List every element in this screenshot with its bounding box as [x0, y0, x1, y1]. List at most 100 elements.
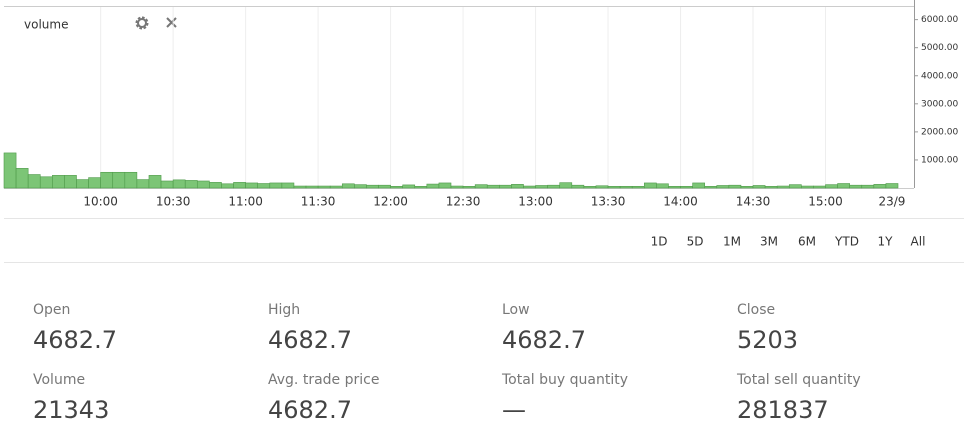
bar: [245, 182, 259, 189]
bar: [607, 186, 621, 189]
range-button[interactable]: All: [911, 235, 926, 249]
bar: [523, 185, 536, 189]
x-tick-label: 11:00: [228, 195, 263, 209]
bar: [595, 185, 609, 189]
bar: [559, 182, 573, 189]
bar: [438, 182, 452, 189]
bar: [39, 176, 53, 189]
stat-label: Low: [502, 302, 530, 318]
range-button[interactable]: YTD: [834, 235, 859, 249]
bar: [583, 186, 597, 189]
bar: [269, 182, 283, 189]
bar: [3, 152, 17, 189]
bar: [752, 185, 766, 189]
bar: [305, 185, 319, 189]
bar: [837, 183, 850, 189]
x-tick-label: 10:30: [156, 195, 191, 209]
bar: [148, 175, 162, 189]
bar: [450, 185, 464, 189]
stat-value: 4682.7: [268, 326, 352, 354]
bar: [885, 183, 899, 189]
range-button[interactable]: 1M: [723, 235, 741, 249]
stat-label: Close: [737, 302, 776, 318]
bar: [426, 183, 440, 189]
bar: [329, 185, 343, 189]
bar: [668, 186, 681, 189]
bar: [486, 184, 500, 189]
settings-icon[interactable]: [135, 16, 149, 30]
bar: [221, 183, 234, 189]
bar: [414, 186, 428, 189]
x-tick-label: 13:00: [518, 195, 553, 209]
bar: [15, 168, 29, 189]
stat-value: 281837: [737, 396, 829, 424]
stat: Low 4682.7: [502, 302, 586, 354]
y-tick-label: 1000.00: [921, 155, 958, 165]
bar: [64, 175, 77, 189]
x-tick-label: 15:00: [808, 195, 843, 209]
stat-label: Total buy quantity: [502, 372, 629, 388]
range-button[interactable]: 6M: [798, 235, 816, 249]
bar: [112, 171, 126, 189]
range-button[interactable]: 5D: [687, 235, 704, 249]
grid: [100, 7, 827, 188]
stat-label: Volume: [33, 372, 86, 388]
legend-label: volume: [24, 18, 68, 32]
stat: Close 5203: [737, 302, 798, 354]
y-tick-label: 2000.00: [921, 127, 958, 137]
x-tick-label: 14:00: [663, 195, 698, 209]
stat: Total buy quantity —: [502, 372, 628, 424]
bar: [716, 185, 730, 189]
stat: Open 4682.7: [33, 302, 117, 354]
bar: [535, 185, 548, 189]
stat: High 4682.7: [268, 302, 352, 354]
bar: [680, 186, 693, 189]
stat: Total sell quantity 281837: [737, 372, 861, 424]
bar: [571, 184, 585, 189]
gear-ring: [137, 18, 147, 28]
x-tick-label: 13:30: [591, 195, 626, 209]
bar: [462, 186, 476, 189]
bar: [184, 180, 198, 189]
stat: Avg. trade price 4682.7: [268, 372, 379, 424]
bar: [100, 171, 114, 189]
close-icon[interactable]: [166, 17, 177, 28]
range-button[interactable]: 1D: [651, 235, 668, 249]
bar: [366, 184, 379, 189]
bar: [825, 184, 838, 189]
stat-value: 4682.7: [33, 326, 117, 354]
stat-label: Avg. trade price: [268, 372, 380, 388]
bar: [136, 179, 150, 189]
bar: [861, 184, 875, 189]
x-tick-label: 14:30: [736, 195, 771, 209]
stat-label: Open: [33, 302, 71, 318]
x-tick-label: 23/9: [878, 195, 905, 209]
bar: [27, 174, 41, 189]
stat-label: High: [268, 302, 301, 318]
x-tick-label: 11:30: [301, 195, 336, 209]
bar: [656, 183, 669, 189]
bar: [873, 184, 887, 189]
x-tick-label: 12:00: [373, 195, 408, 209]
bar: [76, 179, 89, 189]
y-tick-label: 4000.00: [921, 71, 958, 81]
bar: [196, 180, 210, 189]
stat-value: 21343: [33, 396, 110, 424]
stat-value: 4682.7: [502, 326, 586, 354]
bar: [499, 184, 512, 189]
bar: [88, 177, 101, 189]
x-tick-label: 10:00: [83, 195, 118, 209]
bar: [547, 184, 561, 189]
bar: [474, 184, 488, 189]
bar: [257, 183, 271, 189]
y-tick-label: 5000.00: [921, 43, 958, 53]
bar: [801, 185, 814, 189]
bar: [160, 180, 174, 189]
bar: [390, 186, 403, 189]
range-button[interactable]: 3M: [760, 235, 778, 249]
bar: [124, 171, 138, 189]
x-tick-label: 12:30: [446, 195, 481, 209]
range-button[interactable]: 1Y: [878, 235, 894, 249]
